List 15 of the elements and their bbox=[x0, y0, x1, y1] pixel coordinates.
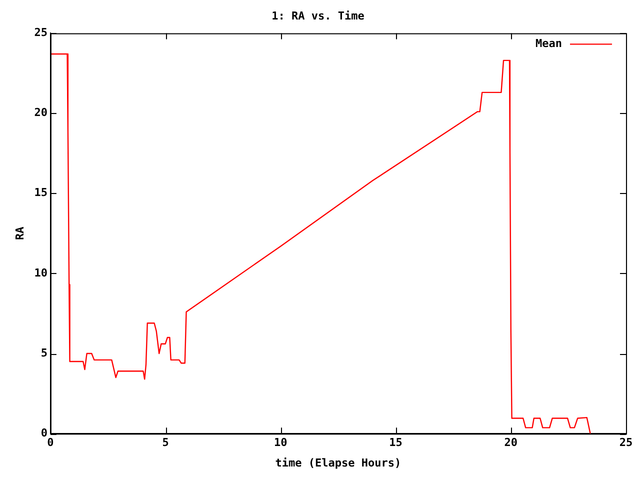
x-tick-label: 25 bbox=[619, 436, 633, 450]
x-axis-title: time (Elapse Hours) bbox=[275, 456, 402, 470]
y-axis-title: RA bbox=[13, 226, 26, 240]
x-tick-label: 15 bbox=[389, 436, 402, 450]
y-tick-label: 0 bbox=[40, 426, 48, 440]
y-tick-label: 25 bbox=[34, 26, 48, 40]
x-tick-label: 5 bbox=[162, 436, 169, 450]
y-tick-label: 15 bbox=[34, 186, 48, 200]
y-tick-label: 20 bbox=[34, 106, 48, 120]
chart-title: 1: RA vs. Time bbox=[272, 9, 365, 22]
text: Mean bbox=[536, 37, 562, 50]
x-tick-label: 10 bbox=[274, 436, 288, 450]
x-tick-label: 20 bbox=[504, 436, 518, 450]
y-tick-label: 10 bbox=[34, 266, 48, 280]
y-tick-label: 5 bbox=[40, 346, 48, 360]
